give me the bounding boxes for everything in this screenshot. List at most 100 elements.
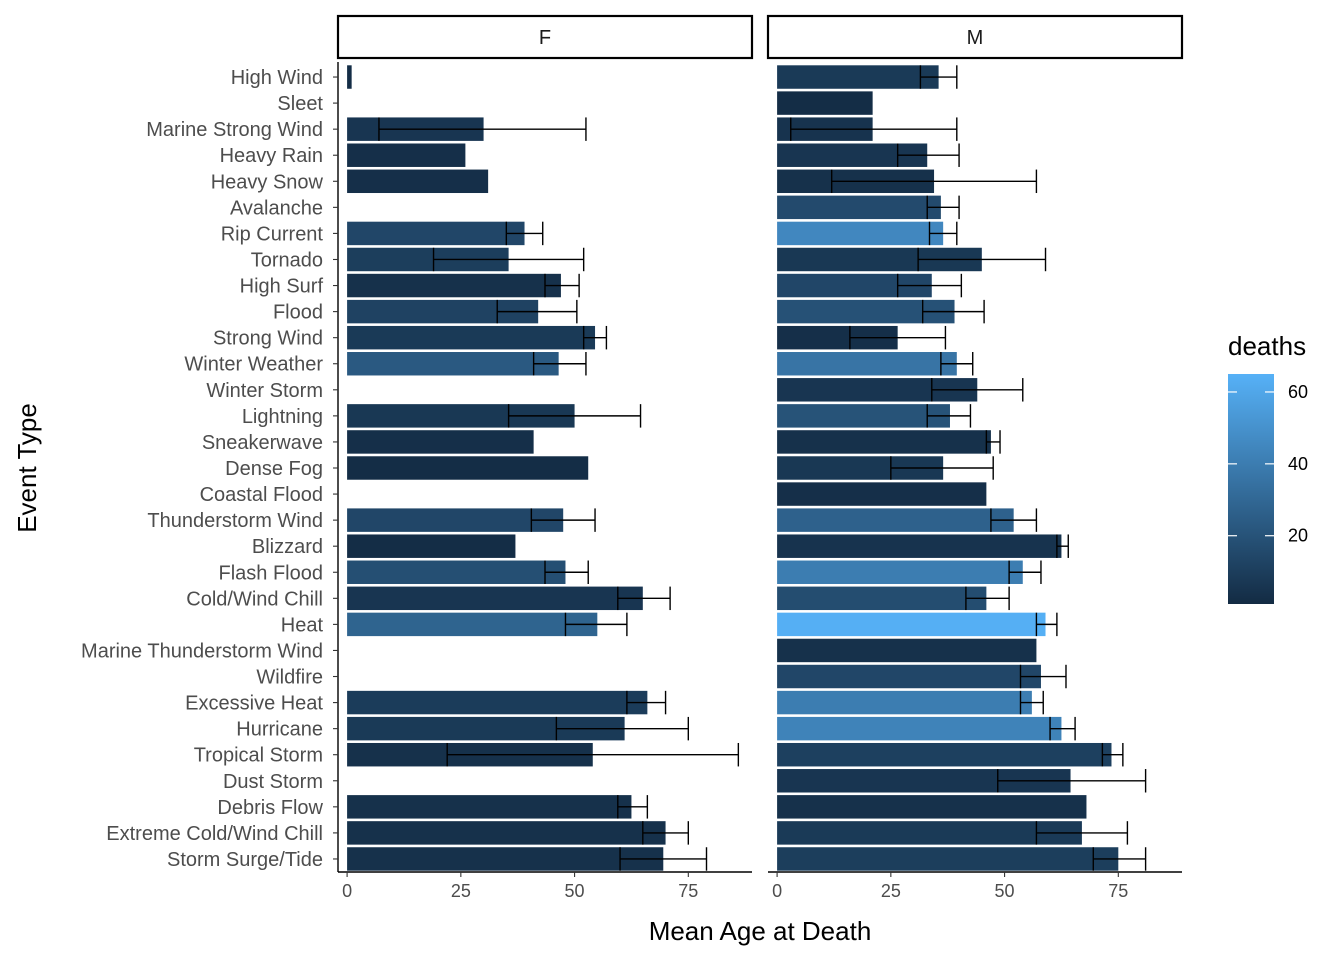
y-tick-label: Debris Flow bbox=[217, 797, 323, 819]
legend-title: deaths bbox=[1228, 331, 1306, 361]
y-tick-label: High Wind bbox=[231, 67, 323, 89]
y-tick-label: Avalanche bbox=[230, 197, 323, 219]
y-tick-label: Heavy Rain bbox=[220, 145, 323, 167]
y-tick-label: Tornado bbox=[251, 249, 323, 271]
bar bbox=[777, 690, 1032, 715]
bar bbox=[777, 195, 941, 220]
bar bbox=[777, 456, 944, 480]
y-tick-label: Thunderstorm Wind bbox=[147, 510, 323, 532]
bar bbox=[347, 560, 566, 584]
bar bbox=[347, 534, 516, 558]
y-tick-label: Extreme Cold/Wind Chill bbox=[106, 823, 323, 845]
y-tick-label: Flood bbox=[273, 302, 323, 324]
y-axis-title: Event Type bbox=[12, 403, 42, 533]
bar bbox=[777, 586, 987, 611]
bar bbox=[777, 821, 1082, 845]
bar bbox=[347, 716, 625, 741]
y-tick-label: Strong Wind bbox=[213, 328, 323, 350]
x-tick-label: 0 bbox=[342, 881, 352, 901]
bar bbox=[777, 534, 1062, 558]
x-tick-label: 50 bbox=[995, 881, 1015, 901]
legend-tick-label: 40 bbox=[1288, 454, 1308, 474]
y-tick-label: Dense Fog bbox=[225, 458, 323, 480]
y-tick-label: High Surf bbox=[240, 276, 324, 298]
y-tick-label: Marine Thunderstorm Wind bbox=[81, 640, 323, 662]
bar bbox=[347, 586, 643, 611]
x-tick-label: 75 bbox=[1108, 881, 1128, 901]
bar bbox=[777, 795, 1087, 819]
y-tick-label: Cold/Wind Chill bbox=[186, 588, 323, 610]
y-tick-label: Heavy Snow bbox=[211, 171, 324, 193]
bar bbox=[347, 65, 352, 89]
y-tick-label: Sleet bbox=[277, 93, 323, 115]
bar bbox=[347, 456, 589, 480]
x-tick-label: 50 bbox=[565, 881, 585, 901]
bar bbox=[777, 143, 928, 167]
bar bbox=[777, 664, 1041, 689]
panel-m: M 0 25 50 75 bbox=[766, 14, 1184, 901]
legend-colorbar bbox=[1228, 374, 1274, 604]
facet-strip-label: M bbox=[967, 27, 984, 49]
bar bbox=[777, 404, 950, 428]
legend-tick-label: 20 bbox=[1288, 526, 1308, 546]
y-tick-label: Tropical Storm bbox=[194, 745, 323, 767]
panels-layer: F 0 25 50 75 M 0 25 50 75 bbox=[336, 14, 1184, 901]
bar bbox=[777, 65, 939, 89]
legend-tick-label: 60 bbox=[1288, 382, 1308, 402]
y-tick-label: Marine Strong Wind bbox=[146, 119, 323, 141]
bar bbox=[347, 795, 632, 819]
bar bbox=[777, 91, 873, 115]
bar bbox=[777, 247, 982, 272]
bar bbox=[347, 299, 539, 324]
bar bbox=[347, 404, 575, 428]
bar bbox=[347, 247, 509, 272]
bar bbox=[347, 352, 559, 376]
x-tick-label: 25 bbox=[451, 881, 471, 901]
bar bbox=[777, 742, 1112, 767]
bar bbox=[777, 716, 1062, 741]
panel-f: F 0 25 50 75 bbox=[336, 14, 754, 901]
bar bbox=[347, 612, 598, 637]
y-tick-label: Sneakerwave bbox=[202, 432, 323, 454]
bar bbox=[777, 325, 898, 350]
y-tick-label: Dust Storm bbox=[223, 771, 323, 793]
bar bbox=[347, 143, 466, 167]
bar bbox=[777, 508, 1014, 532]
x-tick-label: 75 bbox=[678, 881, 698, 901]
bar bbox=[777, 560, 1023, 584]
y-tick-label: Flash Flood bbox=[219, 562, 324, 584]
x-axis-title: Mean Age at Death bbox=[649, 916, 872, 946]
y-tick-label: Coastal Flood bbox=[200, 484, 323, 506]
bar bbox=[777, 378, 978, 402]
bar bbox=[347, 430, 534, 454]
y-axis-labels: High Wind Sleet Marine Strong Wind Heavy Ra… bbox=[81, 67, 338, 871]
y-tick-label: Heat bbox=[281, 614, 324, 636]
y-tick-label: Blizzard bbox=[252, 536, 323, 558]
bar bbox=[777, 612, 1046, 637]
bar bbox=[347, 273, 561, 298]
bar bbox=[777, 847, 1119, 871]
bar bbox=[777, 221, 944, 246]
legend: deaths 20 40 60 bbox=[1228, 331, 1308, 604]
y-tick-label: Winter Storm bbox=[206, 380, 323, 402]
y-tick-label: Storm Surge/Tide bbox=[167, 849, 323, 871]
bar bbox=[777, 430, 991, 454]
bar bbox=[777, 352, 957, 376]
y-tick-label: Lightning bbox=[242, 406, 323, 428]
bar bbox=[347, 508, 564, 532]
bar bbox=[777, 638, 1037, 663]
facet-strip bbox=[336, 14, 754, 60]
bar bbox=[347, 690, 648, 715]
bar bbox=[347, 221, 525, 246]
y-tick-label: Hurricane bbox=[236, 719, 323, 741]
y-tick-label: Excessive Heat bbox=[185, 693, 323, 715]
y-tick-label: Rip Current bbox=[221, 223, 324, 245]
y-tick-label: Winter Weather bbox=[184, 354, 323, 376]
bar bbox=[777, 482, 987, 506]
bar bbox=[347, 847, 664, 871]
y-tick-label: Wildfire bbox=[256, 667, 323, 689]
bar bbox=[347, 325, 596, 350]
x-tick-label: 0 bbox=[772, 881, 782, 901]
